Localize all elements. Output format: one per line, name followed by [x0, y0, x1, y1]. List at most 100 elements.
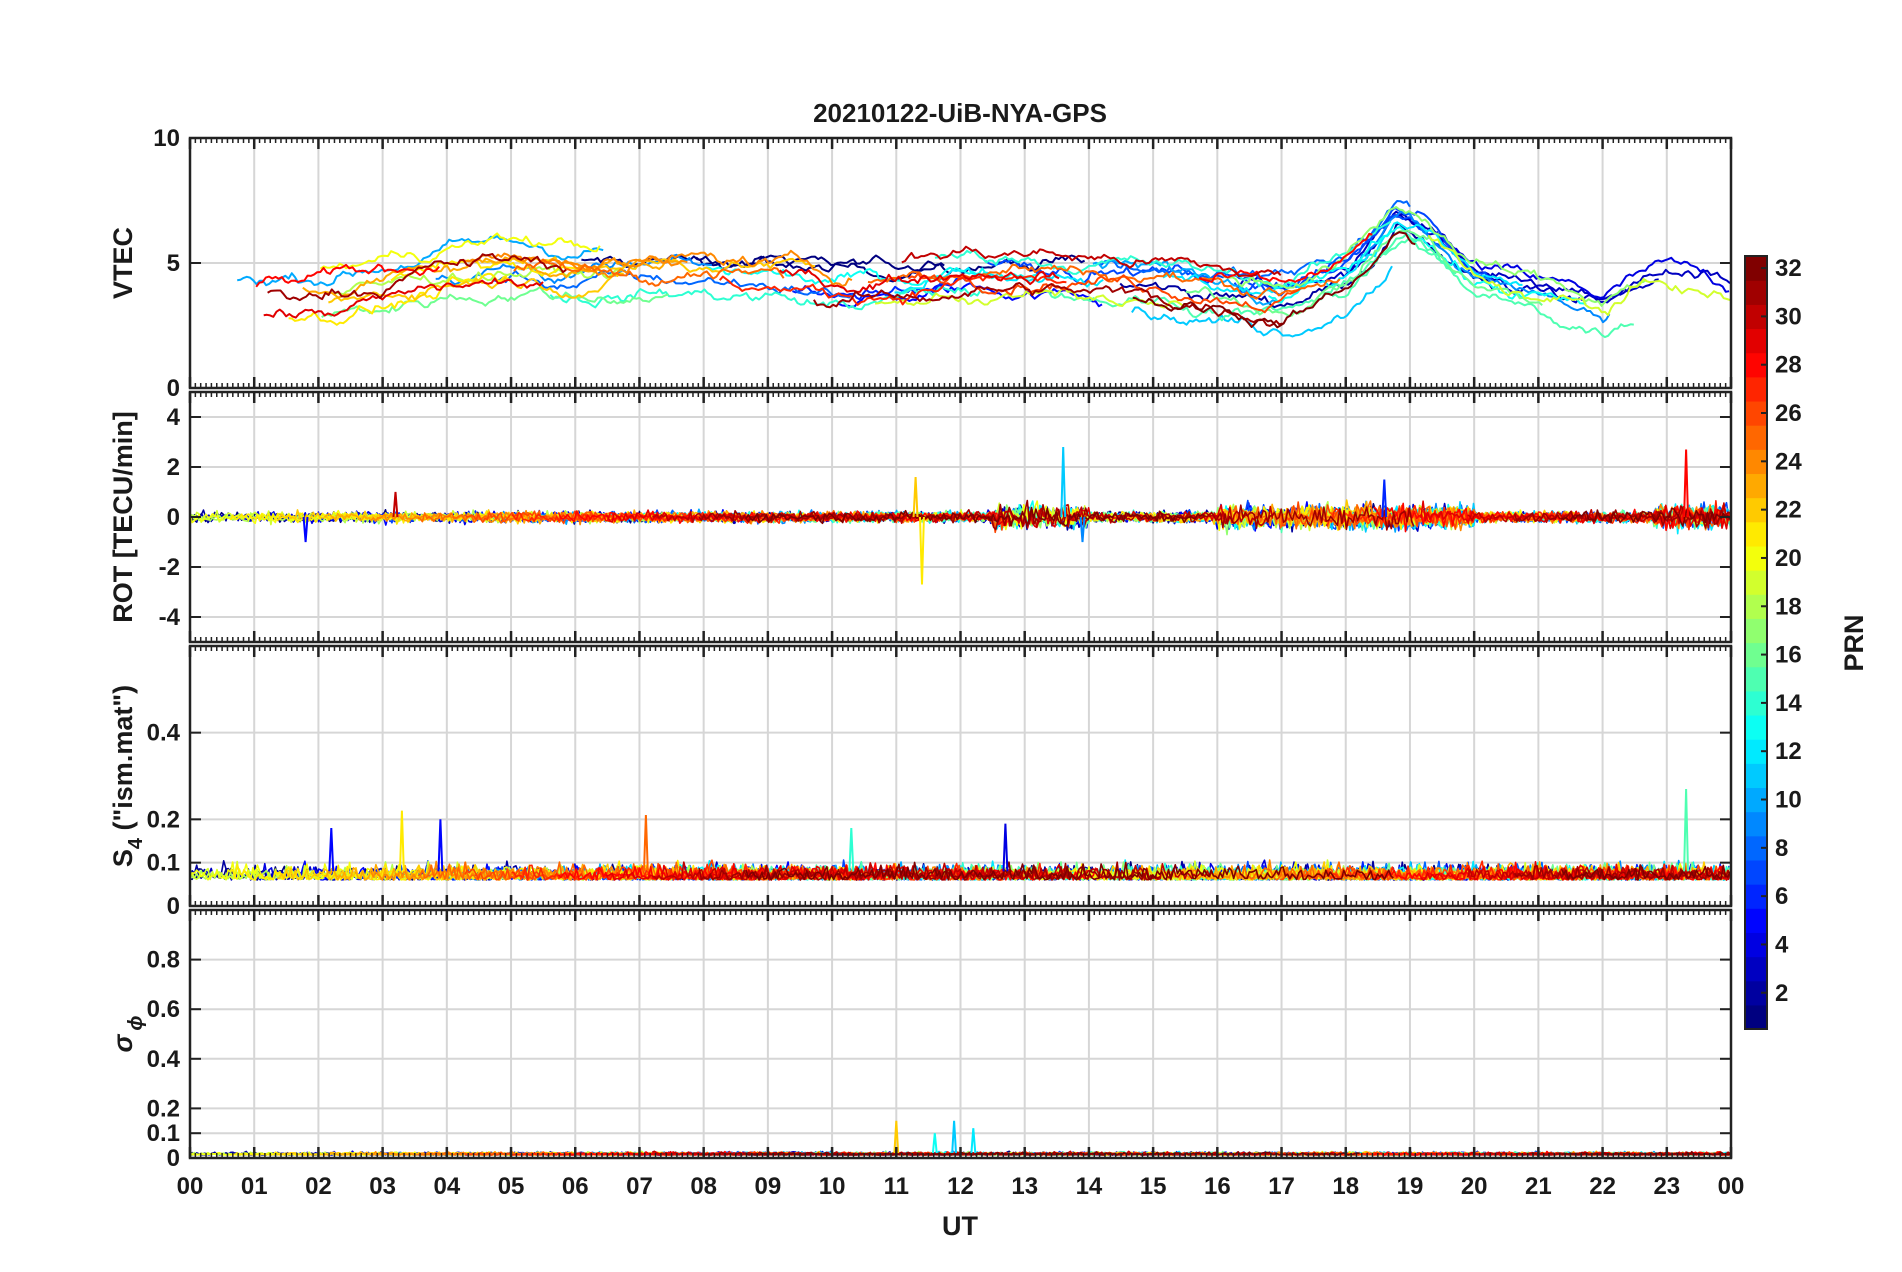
- y-tick-label: 0.2: [147, 1095, 180, 1122]
- series-prn-25: [867, 263, 1341, 300]
- colorbar-swatch-7: [1745, 859, 1767, 885]
- series-prn-20: [319, 232, 601, 270]
- colorbar-swatch-8: [1745, 835, 1767, 861]
- series-prn-13: [1267, 226, 1587, 305]
- colorbar-tick-label: 14: [1775, 690, 1802, 717]
- colorbar-swatch-20: [1745, 545, 1767, 571]
- series-prn-30: [901, 245, 1282, 278]
- series-group: [237, 200, 1731, 339]
- colorbar-label: PRN: [1839, 614, 1869, 671]
- y-tick-label: 5: [167, 250, 180, 277]
- colorbar-tick-label: 12: [1775, 738, 1802, 765]
- series-prn-16: [1185, 229, 1543, 317]
- y-tick-label: 0: [167, 1145, 180, 1172]
- colorbar-swatch-15: [1745, 666, 1767, 692]
- series-event-prn-5: [302, 516, 309, 543]
- colorbar-swatch-23: [1745, 473, 1767, 499]
- y-tick-label: 0: [167, 375, 180, 402]
- series-event-prn-5: [437, 819, 444, 872]
- x-tick-label: 17: [1268, 1173, 1295, 1200]
- colorbar-swatch-12: [1745, 739, 1767, 764]
- series-event-prn-25: [643, 814, 649, 872]
- series-group: [190, 788, 1731, 881]
- x-tick-label: 22: [1589, 1173, 1616, 1200]
- series-prn-32: [745, 506, 1205, 527]
- panel-3: 0 0.1 0.2 0.4S4 ("ism.mat"): [108, 644, 1733, 920]
- y-tick-label: 0: [167, 504, 180, 531]
- x-tick-label: 23: [1653, 1173, 1680, 1200]
- series-event-prn-11: [1060, 446, 1067, 518]
- x-tick-label: 04: [433, 1173, 460, 1200]
- series-prn-26: [907, 272, 1301, 314]
- colorbar-tick-label: 20: [1775, 545, 1802, 572]
- y-tick-label: -4: [159, 604, 181, 631]
- x-tick-labels: 00 01 02 03 04 05 06 07 08 09 10 11 12 13 14 15 16 17 18 19…: [177, 1173, 1745, 1200]
- series-prn-24: [549, 249, 853, 288]
- series-event-prn-22: [893, 1120, 900, 1154]
- colorbar-tick-label: 4: [1775, 931, 1789, 958]
- series-prn-10: [1092, 259, 1277, 306]
- y-tick-label: 4: [167, 404, 181, 431]
- series-prn-32: [745, 861, 1394, 881]
- x-tick-label: 19: [1397, 1173, 1424, 1200]
- series-prn-28: [1198, 232, 1373, 283]
- y-tick-label: 2: [167, 454, 180, 481]
- colorbar-tick-label: 22: [1775, 497, 1802, 524]
- axes-frame: [188, 908, 1733, 1160]
- colorbar-swatch-32: [1745, 256, 1767, 281]
- x-tick-label: 07: [626, 1173, 653, 1200]
- colorbar-swatch-29: [1745, 328, 1767, 354]
- series-prn-19: [875, 286, 1184, 309]
- y-tick-label: 0.4: [147, 720, 181, 747]
- colorbar-swatch-31: [1745, 280, 1767, 305]
- series-event-prn-21: [919, 516, 925, 585]
- colorbar-swatch-5: [1745, 908, 1767, 933]
- colorbar-swatch-3: [1745, 956, 1767, 982]
- series-prn-31: [698, 861, 1161, 881]
- series-prn-24: [462, 252, 688, 271]
- chart-title: 20210122-UiB-NYA-GPS: [813, 98, 1107, 128]
- x-tick-label: 02: [305, 1173, 332, 1200]
- colorbar-swatch-9: [1745, 811, 1767, 837]
- series-prn-14: [934, 220, 1392, 289]
- x-tick-label: 08: [690, 1173, 717, 1200]
- colorbar-swatch-17: [1745, 618, 1767, 644]
- axes-frame: [188, 644, 1733, 908]
- series-prn-13: [706, 266, 1038, 286]
- colorbar-swatch-30: [1745, 304, 1767, 330]
- series-event-prn-4: [1002, 823, 1009, 872]
- series-prn-25: [417, 861, 918, 881]
- x-tick-label: 10: [819, 1173, 846, 1200]
- series-event-prn-6: [1381, 479, 1388, 518]
- series-prn-32: [1560, 864, 1731, 881]
- series-event-prn-9: [1079, 516, 1086, 543]
- y-tick-label: 10: [153, 125, 180, 152]
- y-tick-label: 0.6: [147, 996, 180, 1023]
- x-tick-label: 20: [1461, 1173, 1488, 1200]
- colorbar-swatch-22: [1745, 497, 1767, 523]
- colorbar-swatch-21: [1745, 521, 1767, 547]
- x-axis-label: UT: [942, 1211, 978, 1241]
- x-tick-label: 09: [755, 1173, 782, 1200]
- y-axis-label: VTEC: [108, 227, 138, 299]
- y-axis-label: σϕ: [108, 1015, 147, 1052]
- series-prn-21: [390, 259, 591, 282]
- colorbar-swatch-24: [1745, 449, 1767, 475]
- colorbar-swatch-13: [1745, 714, 1767, 740]
- series-prn-15: [1038, 237, 1457, 322]
- x-tick-label: 06: [562, 1173, 589, 1200]
- y-tick-label: 0.4: [147, 1046, 181, 1073]
- x-tick-label: 18: [1332, 1173, 1359, 1200]
- y-tick-label: 0.8: [147, 947, 180, 974]
- y-axis-label: S4 ("ism.mat"): [108, 685, 147, 867]
- colorbar-tick-label: 6: [1775, 883, 1788, 910]
- x-tick-label: 00: [177, 1173, 204, 1200]
- series-prn-22: [328, 272, 624, 304]
- series-event-prn-14: [848, 827, 855, 872]
- series-event-prn-21: [399, 810, 405, 872]
- colorbar-tick-label: 24: [1775, 448, 1802, 475]
- series-prn-29: [263, 277, 544, 319]
- colorbar-tick-label: 26: [1775, 400, 1802, 427]
